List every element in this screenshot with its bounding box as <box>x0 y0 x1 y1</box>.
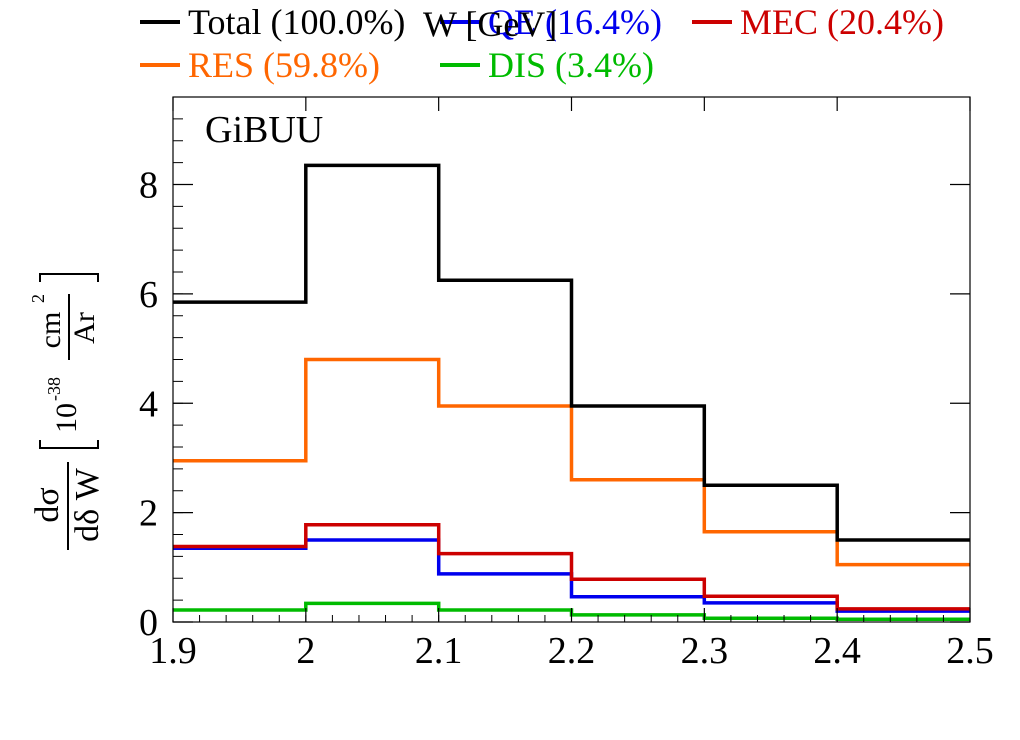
series-layer <box>173 163 970 622</box>
y-tick-label: 6 <box>139 274 158 316</box>
x-tick-label: 2.3 <box>681 630 729 672</box>
series-line-total <box>173 163 970 542</box>
y-tick-label: 0 <box>139 602 158 644</box>
y-tick-label: 4 <box>139 383 158 425</box>
legend-label-mec: MEC (20.4%) <box>740 2 944 42</box>
legend: Total (100.0%) QE (16.4%) MEC (20.4%) RES (… <box>140 2 944 85</box>
chart-annotation: GiBUU <box>205 109 323 151</box>
y-label-unit-numerator-exponent: 2 <box>28 294 48 303</box>
y-label-unit-exponent: -38 <box>44 377 64 401</box>
x-tick-label: 2.4 <box>813 630 861 672</box>
x-tick-label: 2 <box>296 630 315 672</box>
x-tick-label: 2.1 <box>415 630 463 672</box>
y-label-numerator: dσ <box>29 487 66 522</box>
y-axis-label: dσ dδ W 10 -38 cm 2 Ar <box>28 273 106 550</box>
legend-label-total: Total (100.0%) <box>188 2 405 42</box>
x-axis-label: W [GeV] <box>423 4 557 44</box>
legend-label-res: RES (59.8%) <box>188 45 380 85</box>
y-tick-label: 2 <box>139 493 158 535</box>
y-label-unit-prefix: 10 <box>50 403 83 433</box>
x-tick-label: 2.2 <box>548 630 596 672</box>
series-line-mec <box>173 522 970 611</box>
y-tick-label: 8 <box>139 165 158 207</box>
y-label-bracket-left <box>39 440 99 449</box>
y-label-unit-denominator: Ar <box>68 312 101 344</box>
legend-label-dis: DIS (3.4%) <box>488 45 654 85</box>
legend-label-qe: QE (16.4%) <box>488 2 662 42</box>
tick-layer: 1.9 2 2.1 2.2 2.3 2.4 2.5 0 2 4 6 8 <box>139 96 994 672</box>
y-label-bracket-right <box>39 273 99 282</box>
x-tick-label: 1.9 <box>149 630 197 672</box>
y-label-unit-numerator: cm <box>34 312 67 349</box>
y-label-denominator: dδ W <box>69 467 106 542</box>
x-tick-label: 2.5 <box>946 630 994 672</box>
